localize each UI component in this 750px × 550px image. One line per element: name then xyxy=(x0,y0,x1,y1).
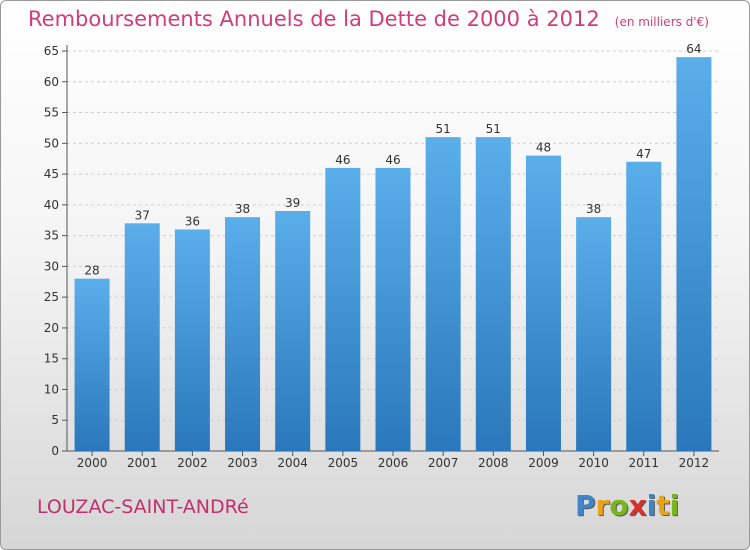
x-tick-label: 2005 xyxy=(328,456,359,470)
bar-value-label: 39 xyxy=(285,196,300,210)
bar-value-label: 38 xyxy=(235,202,250,216)
bar xyxy=(124,223,160,451)
y-tick-label: 5 xyxy=(51,413,59,427)
y-tick-label: 40 xyxy=(44,198,59,212)
y-tick-label: 15 xyxy=(44,352,59,366)
bar xyxy=(425,137,461,451)
bar-value-label: 51 xyxy=(436,122,451,136)
y-tick-label: 10 xyxy=(44,382,59,396)
bar-value-label: 47 xyxy=(636,147,651,161)
bar-value-label: 37 xyxy=(135,208,150,222)
bar xyxy=(275,211,311,451)
bar xyxy=(74,278,110,451)
y-tick-label: 60 xyxy=(44,75,59,89)
logo-letter: i xyxy=(646,489,657,522)
chart-title-text: Remboursements Annuels de la Dette de 20… xyxy=(28,7,600,31)
bar xyxy=(525,155,561,451)
y-tick-label: 20 xyxy=(44,321,59,335)
x-tick-label: 2002 xyxy=(177,456,208,470)
x-tick-label: 2004 xyxy=(277,456,308,470)
commune-name: LOUZAC-SAINT-ANDRé xyxy=(37,496,249,518)
x-tick-label: 2006 xyxy=(378,456,409,470)
logo-letter: o xyxy=(609,489,629,522)
proxiti-logo: Proxiti xyxy=(575,489,679,522)
x-tick-label: 2011 xyxy=(628,456,659,470)
y-tick-label: 50 xyxy=(44,136,59,150)
x-tick-label: 2010 xyxy=(578,456,609,470)
x-tick-label: 2009 xyxy=(528,456,559,470)
y-tick-label: 65 xyxy=(44,44,59,58)
y-tick-label: 45 xyxy=(44,167,59,181)
logo-letter: x xyxy=(628,489,647,522)
logo-letter: P xyxy=(575,489,596,522)
bar xyxy=(225,217,261,451)
bar xyxy=(174,229,210,451)
bar xyxy=(676,57,712,452)
x-tick-label: 2008 xyxy=(478,456,509,470)
y-tick-label: 35 xyxy=(44,229,59,243)
chart-subtitle: (en milliers d'€) xyxy=(614,15,709,29)
logo-letter: r xyxy=(595,489,610,522)
y-tick-label: 0 xyxy=(51,444,59,458)
y-tick-label: 30 xyxy=(44,259,59,273)
bar xyxy=(475,137,511,451)
bar xyxy=(576,217,612,451)
x-tick-label: 2003 xyxy=(227,456,258,470)
bar xyxy=(325,167,361,451)
x-tick-label: 2001 xyxy=(127,456,158,470)
logo-letter: i xyxy=(669,489,680,522)
x-tick-label: 2012 xyxy=(679,456,710,470)
bar-value-label: 46 xyxy=(335,153,350,167)
bar-value-label: 28 xyxy=(84,264,99,278)
bar-value-label: 48 xyxy=(536,141,551,155)
bar-value-label: 51 xyxy=(486,122,501,136)
bar-value-label: 46 xyxy=(385,153,400,167)
logo-letter: t xyxy=(656,489,670,522)
x-tick-label: 2007 xyxy=(428,456,459,470)
bar-value-label: 36 xyxy=(185,214,200,228)
bar xyxy=(375,167,411,451)
y-tick-label: 55 xyxy=(44,106,59,120)
bar-value-label: 38 xyxy=(586,202,601,216)
chart-title: Remboursements Annuels de la Dette de 20… xyxy=(28,7,709,31)
bar xyxy=(626,161,662,451)
bar-value-label: 64 xyxy=(686,42,701,56)
y-tick-label: 25 xyxy=(44,290,59,304)
x-tick-label: 2000 xyxy=(77,456,108,470)
